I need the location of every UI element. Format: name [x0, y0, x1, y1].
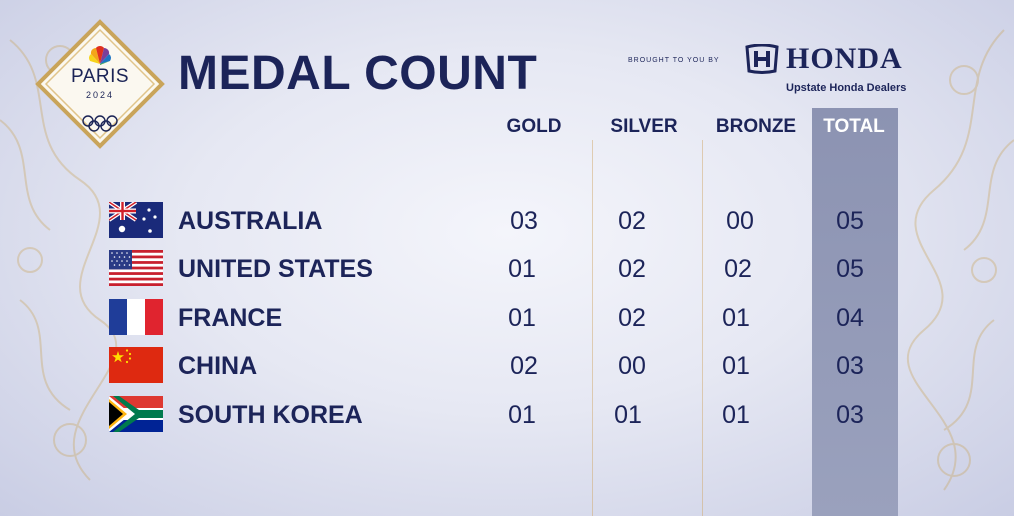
column-header-bronze: BRONZE [715, 116, 797, 137]
sponsor-dealers-text: Upstate Honda Dealers [786, 82, 907, 94]
table-row: FRANCE 01 02 01 04 [0, 299, 1014, 339]
country-name: AUSTRALIA [178, 207, 323, 235]
total-count: 03 [836, 352, 864, 380]
country-name: UNITED STATES [178, 255, 373, 283]
united-states-flag-icon [109, 250, 163, 286]
south-africa-flag-icon [109, 396, 163, 432]
bronze-count: 01 [722, 401, 750, 429]
page-title: MEDAL COUNT [178, 47, 538, 100]
total-count: 04 [836, 304, 864, 332]
silver-count: 02 [618, 304, 646, 332]
total-column-highlight [812, 108, 898, 516]
sponsor-intro-text: BROUGHT TO YOU BY [628, 57, 720, 64]
total-count: 03 [836, 401, 864, 429]
total-count: 05 [836, 207, 864, 235]
silver-count: 02 [618, 207, 646, 235]
paris-2024-logo: PARIS 2024 [34, 18, 166, 150]
table-row: SOUTH KOREA 01 01 01 03 [0, 396, 1014, 436]
bronze-count: 00 [726, 207, 754, 235]
column-header-silver: SILVER [610, 116, 678, 137]
logo-city-text: PARIS [70, 66, 130, 87]
china-flag-icon [109, 347, 163, 383]
silver-count: 01 [614, 401, 642, 429]
australia-flag-icon [109, 202, 163, 238]
gold-count: 01 [508, 255, 536, 283]
logo-year-text: 2024 [85, 90, 115, 100]
sponsor-brand: HONDA [786, 42, 903, 75]
silver-count: 02 [618, 255, 646, 283]
bronze-count: 01 [722, 304, 750, 332]
country-name: SOUTH KOREA [178, 401, 363, 429]
column-divider [702, 140, 703, 516]
country-name: FRANCE [178, 304, 283, 332]
gold-count: 01 [508, 401, 536, 429]
gold-count: 03 [510, 207, 538, 235]
bronze-count: 02 [724, 255, 752, 283]
column-header-gold: GOLD [506, 116, 562, 137]
bronze-count: 01 [722, 352, 750, 380]
gold-count: 02 [510, 352, 538, 380]
decorative-flourish-left [0, 39, 118, 481]
decorative-flourish-right [907, 29, 1014, 491]
france-flag-icon [109, 299, 163, 335]
table-row: AUSTRALIA 03 02 00 05 [0, 202, 1014, 242]
column-header-total: TOTAL [823, 116, 885, 137]
column-divider [592, 140, 593, 516]
table-row: CHINA 02 00 01 03 [0, 347, 1014, 387]
table-row: UNITED STATES 01 02 02 05 [0, 250, 1014, 290]
total-count: 05 [836, 255, 864, 283]
silver-count: 00 [618, 352, 646, 380]
gold-count: 01 [508, 304, 536, 332]
country-name: CHINA [178, 352, 258, 380]
honda-logo-icon [745, 44, 779, 74]
